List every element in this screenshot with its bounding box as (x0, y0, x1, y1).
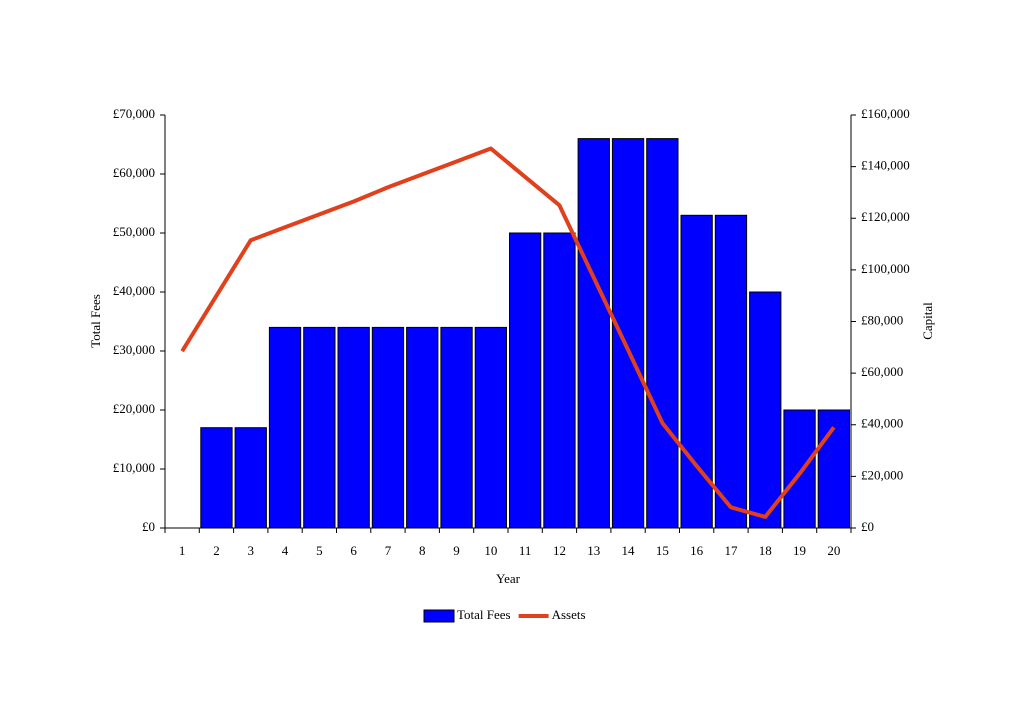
x-tick-label: 20 (827, 543, 840, 558)
x-tick-label: 16 (690, 543, 704, 558)
x-tick-label: 15 (656, 543, 669, 558)
bar (509, 232, 542, 529)
y-tick-label: £20,000 (113, 401, 155, 416)
legend-label: Total Fees (457, 607, 511, 622)
y-tick-label: £30,000 (113, 342, 155, 357)
bar (543, 232, 576, 529)
x-tick-label: 14 (622, 543, 636, 558)
x-tick-label: 18 (759, 543, 772, 558)
x-tick-label: 2 (213, 543, 220, 558)
x-tick-label: 13 (587, 543, 600, 558)
y2-tick-label: £40,000 (861, 416, 903, 431)
x-tick-label: 1 (179, 543, 186, 558)
bar (749, 291, 782, 529)
y2-tick-label: £60,000 (861, 364, 903, 379)
bar (611, 138, 645, 529)
bar (234, 427, 267, 529)
y2-tick-label: £20,000 (861, 467, 903, 482)
y2-tick-label: £140,000 (861, 158, 910, 173)
legend-label: Assets (552, 607, 586, 622)
x-tick-label: 7 (385, 543, 392, 558)
y2-axis-title: Capital (920, 302, 935, 340)
x-tick-label: 3 (248, 543, 255, 558)
x-tick-label: 11 (519, 543, 532, 558)
y-axis-title: Total Fees (88, 294, 103, 348)
y2-tick-label: £80,000 (861, 312, 903, 327)
y-tick-label: £70,000 (113, 106, 155, 121)
bar (200, 427, 233, 529)
bar (440, 326, 473, 529)
y2-tick-label: £160,000 (861, 106, 910, 121)
y-tick-label: £0 (142, 519, 155, 534)
bar (268, 326, 302, 529)
y-tick-label: £60,000 (113, 165, 155, 180)
legend-swatch (423, 609, 455, 623)
bar (303, 326, 336, 529)
line (180, 146, 836, 519)
x-tick-label: 9 (453, 543, 460, 558)
y-tick-label: £10,000 (113, 460, 155, 475)
bar (577, 138, 610, 529)
x-tick-label: 19 (793, 543, 806, 558)
x-tick-label: 5 (316, 543, 323, 558)
y-tick-label: £50,000 (113, 224, 155, 239)
y2-tick-label: £100,000 (861, 261, 910, 276)
bar (646, 138, 679, 529)
bar (714, 214, 748, 529)
x-tick-label: 4 (282, 543, 289, 558)
y-tick-label: £40,000 (113, 283, 155, 298)
x-tick-label: 10 (484, 543, 497, 558)
x-tick-label: 8 (419, 543, 426, 558)
y2-tick-label: £120,000 (861, 209, 910, 224)
x-tick-label: 6 (350, 543, 357, 558)
bar (783, 409, 816, 529)
x-axis-title: Year (496, 571, 521, 586)
y2-tick-label: £0 (861, 519, 874, 534)
bar (371, 326, 405, 529)
bar (474, 326, 508, 529)
bar (406, 326, 439, 529)
x-tick-label: 12 (553, 543, 566, 558)
x-tick-label: 17 (724, 543, 738, 558)
bar (337, 326, 370, 529)
